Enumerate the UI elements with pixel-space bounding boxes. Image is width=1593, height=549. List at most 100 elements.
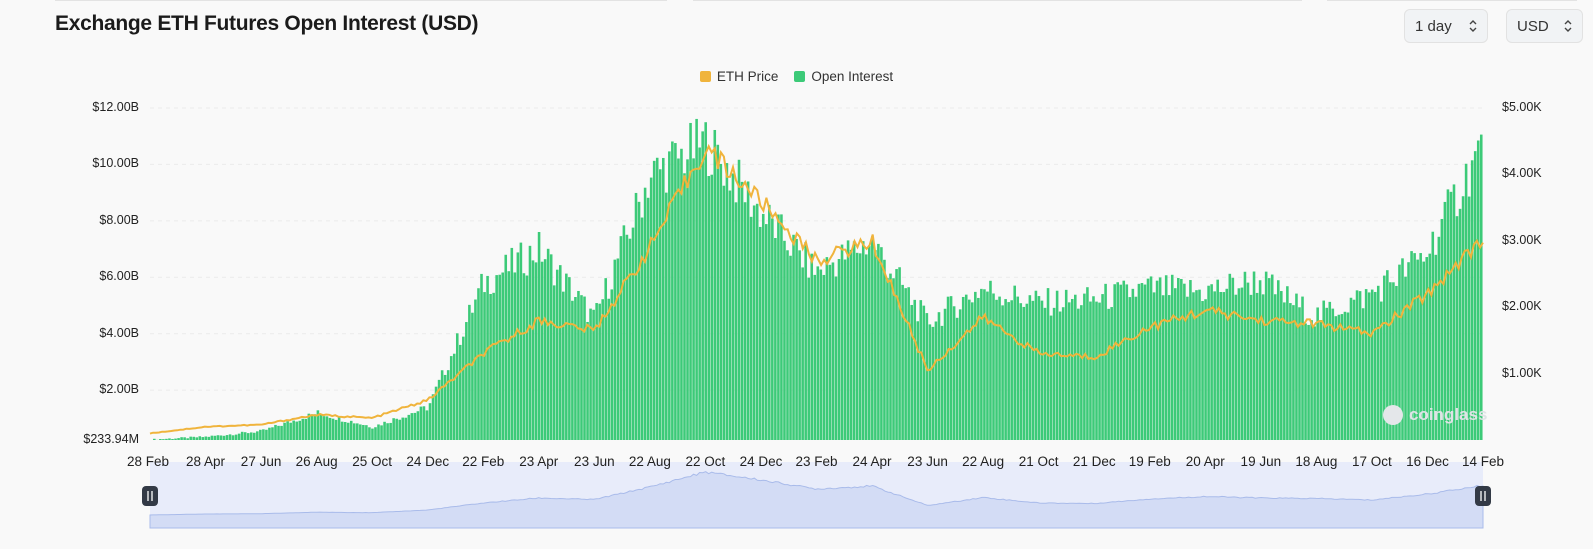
legend-item-open-interest[interactable]: Open Interest — [794, 69, 893, 84]
interval-select[interactable]: 1 day — [1404, 9, 1488, 43]
open-interest-bar — [1158, 277, 1162, 440]
open-interest-bar — [268, 427, 271, 440]
open-interest-bar — [1379, 301, 1383, 440]
open-interest-bar — [871, 236, 874, 440]
open-interest-bar — [589, 308, 592, 440]
chart-title: Exchange ETH Futures Open Interest (USD) — [55, 12, 479, 35]
open-interest-bar — [913, 299, 917, 440]
open-interest-bar — [416, 411, 420, 440]
x-tick-label: 24 Dec — [739, 454, 783, 469]
open-interest-bar — [328, 417, 332, 440]
x-tick-label: 24 Dec — [406, 454, 450, 469]
open-interest-bar — [749, 216, 753, 440]
open-interest-bar — [768, 204, 771, 440]
open-interest-bar — [967, 299, 971, 440]
handle-grip — [142, 486, 158, 506]
open-interest-bar — [249, 432, 253, 440]
open-interest-bar — [1010, 300, 1013, 440]
open-interest-bar — [1434, 254, 1438, 440]
open-interest-bar — [1310, 320, 1313, 440]
open-interest-bar — [1140, 283, 1144, 440]
legend-item-eth-price[interactable]: ETH Price — [699, 69, 778, 84]
open-interest-bar — [189, 436, 192, 440]
open-interest-bar — [322, 416, 326, 440]
open-interest-bar — [658, 169, 662, 441]
open-interest-bar — [168, 438, 171, 440]
open-interest-bar — [1134, 296, 1138, 440]
open-interest-bar — [471, 312, 474, 440]
chart-legend: ETH Price Open Interest — [0, 69, 1593, 84]
open-interest-bar — [755, 203, 759, 440]
open-interest-bar — [964, 294, 968, 440]
handle-grip — [1475, 486, 1491, 506]
open-interest-bar — [716, 144, 720, 441]
open-interest-bar — [440, 370, 444, 440]
open-interest-bar — [595, 303, 598, 440]
open-interest-bar — [1028, 295, 1032, 440]
open-interest-bar — [1479, 134, 1483, 440]
open-interest-bar — [852, 241, 856, 440]
open-interest-bar — [425, 410, 429, 440]
open-interest-bar — [680, 148, 683, 440]
open-interest-bar — [798, 250, 801, 440]
open-interest-bar — [401, 417, 405, 440]
open-interest-bar — [622, 225, 626, 440]
currency-select[interactable]: USD — [1506, 9, 1583, 43]
open-interest-bar — [1052, 307, 1056, 440]
open-interest-bar — [498, 274, 501, 440]
navigator-handle-left[interactable] — [142, 486, 158, 506]
open-interest-bar — [949, 296, 953, 440]
open-interest-bar — [1246, 282, 1250, 440]
open-interest-bar — [1243, 271, 1247, 440]
y-left-tick-label: $4.00B — [99, 325, 139, 340]
open-interest-bar — [880, 247, 883, 440]
open-interest-bar — [207, 436, 211, 440]
x-tick-label: 17 Oct — [1352, 454, 1392, 469]
open-interest-bar — [1346, 312, 1350, 440]
open-interest-bar — [1337, 314, 1341, 440]
open-interest-bar — [683, 173, 686, 441]
open-interest-bar — [861, 241, 865, 440]
open-interest-bar — [665, 192, 668, 440]
x-tick-label: 22 Aug — [962, 454, 1005, 469]
top-divider — [693, 0, 1302, 1]
open-interest-bar — [737, 159, 741, 441]
open-interest-bar — [740, 181, 744, 440]
open-interest-bar — [1240, 287, 1244, 440]
open-interest-bar — [422, 406, 426, 440]
x-tick-label: 23 Apr — [519, 454, 559, 469]
open-interest-bar — [428, 403, 432, 440]
y-left-tick-label: $10.00B — [92, 156, 139, 171]
open-interest-bar — [661, 157, 665, 440]
navigator-handle-right[interactable] — [1475, 486, 1491, 506]
open-interest-bar — [728, 190, 732, 440]
open-interest-bar — [1167, 295, 1171, 440]
open-interest-bar — [534, 262, 538, 440]
open-interest-bar — [598, 303, 601, 440]
open-interest-bar — [1204, 299, 1207, 440]
top-divider — [1327, 0, 1577, 1]
open-interest-bar — [777, 214, 780, 440]
open-interest-bar — [352, 423, 356, 440]
open-interest-bar — [1131, 288, 1135, 440]
open-interest-bar — [1225, 288, 1229, 440]
open-interest-bar — [928, 324, 932, 440]
open-interest-bar — [889, 273, 892, 440]
open-interest-bar — [565, 273, 568, 440]
open-interest-bar — [1161, 295, 1165, 440]
open-interest-bar — [404, 417, 408, 440]
open-interest-bar — [259, 429, 262, 440]
open-interest-bar — [1407, 262, 1410, 440]
open-interest-bar — [159, 438, 162, 440]
open-interest-bar — [219, 435, 223, 440]
open-interest-bar — [731, 173, 735, 440]
open-interest-bar — [689, 122, 692, 441]
open-interest-bar — [610, 289, 614, 440]
interval-select-value: 1 day — [1415, 17, 1452, 35]
open-interest-bar — [1207, 285, 1210, 440]
open-interest-bar — [228, 434, 232, 440]
open-interest-bar — [725, 163, 729, 440]
open-interest-bar — [919, 300, 923, 440]
open-interest-bar — [1443, 201, 1447, 440]
watermark: coinglass — [1383, 405, 1487, 425]
